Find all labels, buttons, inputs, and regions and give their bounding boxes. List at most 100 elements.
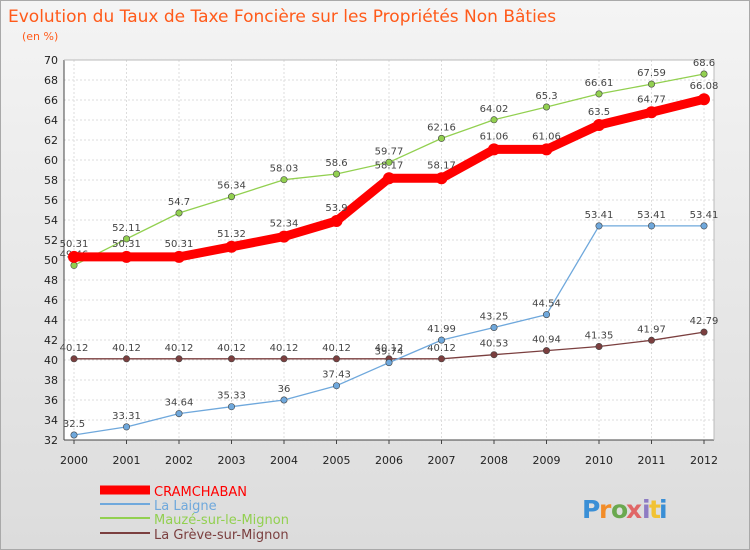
data-label: 62.16 <box>427 122 456 133</box>
data-label: 66.61 <box>585 78 614 89</box>
x-tick-label: 2010 <box>585 454 613 467</box>
data-label: 58.17 <box>427 160 456 171</box>
series-1: 32.5 33.31 34.64 35.33 36 37.43 39.74 41.99 43.2… <box>63 210 719 439</box>
data-point <box>435 172 448 185</box>
data-point <box>68 250 80 263</box>
data-label: 40.12 <box>165 343 194 354</box>
data-label: 50.31 <box>112 239 141 250</box>
data-label: 40.12 <box>270 343 299 354</box>
data-point <box>280 355 288 363</box>
data-point <box>542 311 550 319</box>
data-point <box>593 119 605 131</box>
data-label: 40.12 <box>60 343 89 354</box>
x-tick-label: 2008 <box>480 454 508 467</box>
data-point <box>225 240 238 253</box>
data-label: 53.41 <box>690 210 719 221</box>
data-point <box>698 93 710 106</box>
data-point <box>280 396 288 404</box>
data-point <box>490 351 498 359</box>
data-label: 54.7 <box>168 197 190 208</box>
data-point <box>173 250 185 263</box>
data-label: 65.3 <box>535 91 557 102</box>
chart-title: Evolution du Taux de Taxe Foncière sur l… <box>8 7 556 27</box>
data-label: 67.59 <box>637 68 666 79</box>
y-tick-label: 38 <box>44 374 58 387</box>
y-tick-label: 40 <box>44 354 58 367</box>
y-tick-label: 60 <box>44 154 58 167</box>
data-point <box>385 158 393 166</box>
data-label: 34.64 <box>165 398 194 409</box>
data-label: 40.12 <box>217 343 246 354</box>
data-point <box>490 116 498 124</box>
data-point <box>595 342 603 350</box>
y-tick-label: 44 <box>44 314 58 327</box>
data-point <box>332 355 340 363</box>
data-point <box>280 176 288 184</box>
data-label: 41.35 <box>585 331 614 342</box>
data-point <box>228 403 236 411</box>
legend-label: CRAMCHABAN <box>154 485 247 500</box>
y-tick-label: 36 <box>44 394 58 407</box>
data-point <box>332 382 340 390</box>
data-label: 52.34 <box>270 219 299 230</box>
data-point <box>175 410 183 418</box>
data-label: 40.12 <box>322 343 351 354</box>
data-point <box>123 235 131 243</box>
y-tick-label: 42 <box>44 334 58 347</box>
data-label: 61.06 <box>532 131 561 142</box>
data-point <box>385 359 393 367</box>
data-point <box>228 193 236 201</box>
logo-letter: o <box>611 495 628 524</box>
data-point <box>700 222 708 230</box>
y-tick-label: 52 <box>44 234 58 247</box>
y-tick-label: 48 <box>44 274 58 287</box>
data-label: 58.03 <box>270 164 299 175</box>
data-label: 56.34 <box>217 181 246 192</box>
data-label: 32.5 <box>63 419 85 430</box>
y-tick-label: 64 <box>44 114 58 127</box>
data-point <box>490 323 498 331</box>
data-label: 66.08 <box>690 81 719 92</box>
x-tick-label: 2006 <box>375 454 403 467</box>
data-point <box>647 80 655 88</box>
data-label: 53.9 <box>325 203 347 214</box>
data-point <box>228 355 236 363</box>
data-label: 41.99 <box>427 324 456 335</box>
data-label: 40.12 <box>427 343 456 354</box>
data-label: 61.06 <box>480 131 509 142</box>
data-point <box>647 222 655 230</box>
data-point <box>70 355 78 363</box>
chart-subtitle: (en %) <box>22 30 58 43</box>
data-label: 53.41 <box>585 210 614 221</box>
data-label: 59.77 <box>375 146 404 157</box>
series-3: 40.12 40.12 40.12 40.12 40.12 40.12 40.12 40.12… <box>60 316 718 363</box>
data-point <box>123 355 131 363</box>
x-tick-label: 2007 <box>428 454 456 467</box>
x-tick-label: 2012 <box>690 454 718 467</box>
data-label: 68.6 <box>693 58 715 69</box>
data-label: 53.41 <box>637 210 666 221</box>
data-label: 41.97 <box>637 324 666 335</box>
logo-letter: t <box>649 495 661 524</box>
data-label: 50.31 <box>60 239 89 250</box>
data-point <box>700 328 708 336</box>
data-label: 40.94 <box>532 335 561 346</box>
data-point <box>70 431 78 439</box>
data-label: 37.43 <box>322 370 351 381</box>
data-point <box>278 230 290 243</box>
x-tick-label: 2009 <box>533 454 561 467</box>
logo-letter: i <box>642 495 651 524</box>
x-tick-label: 2001 <box>113 454 141 467</box>
data-point <box>542 347 550 355</box>
data-point <box>175 355 183 363</box>
logo-letter: P <box>582 495 600 524</box>
y-tick-label: 50 <box>44 254 58 267</box>
x-tick-label: 2002 <box>165 454 193 467</box>
data-point <box>175 209 183 217</box>
axes: 32 34 36 38 40 42 44 46 48 50 52 54 56 58 60 62 64 66 68 70… <box>44 54 718 467</box>
data-point <box>647 336 655 344</box>
data-label: 64.77 <box>637 94 666 105</box>
data-label: 39.74 <box>375 347 404 358</box>
x-tick-label: 2004 <box>270 454 298 467</box>
